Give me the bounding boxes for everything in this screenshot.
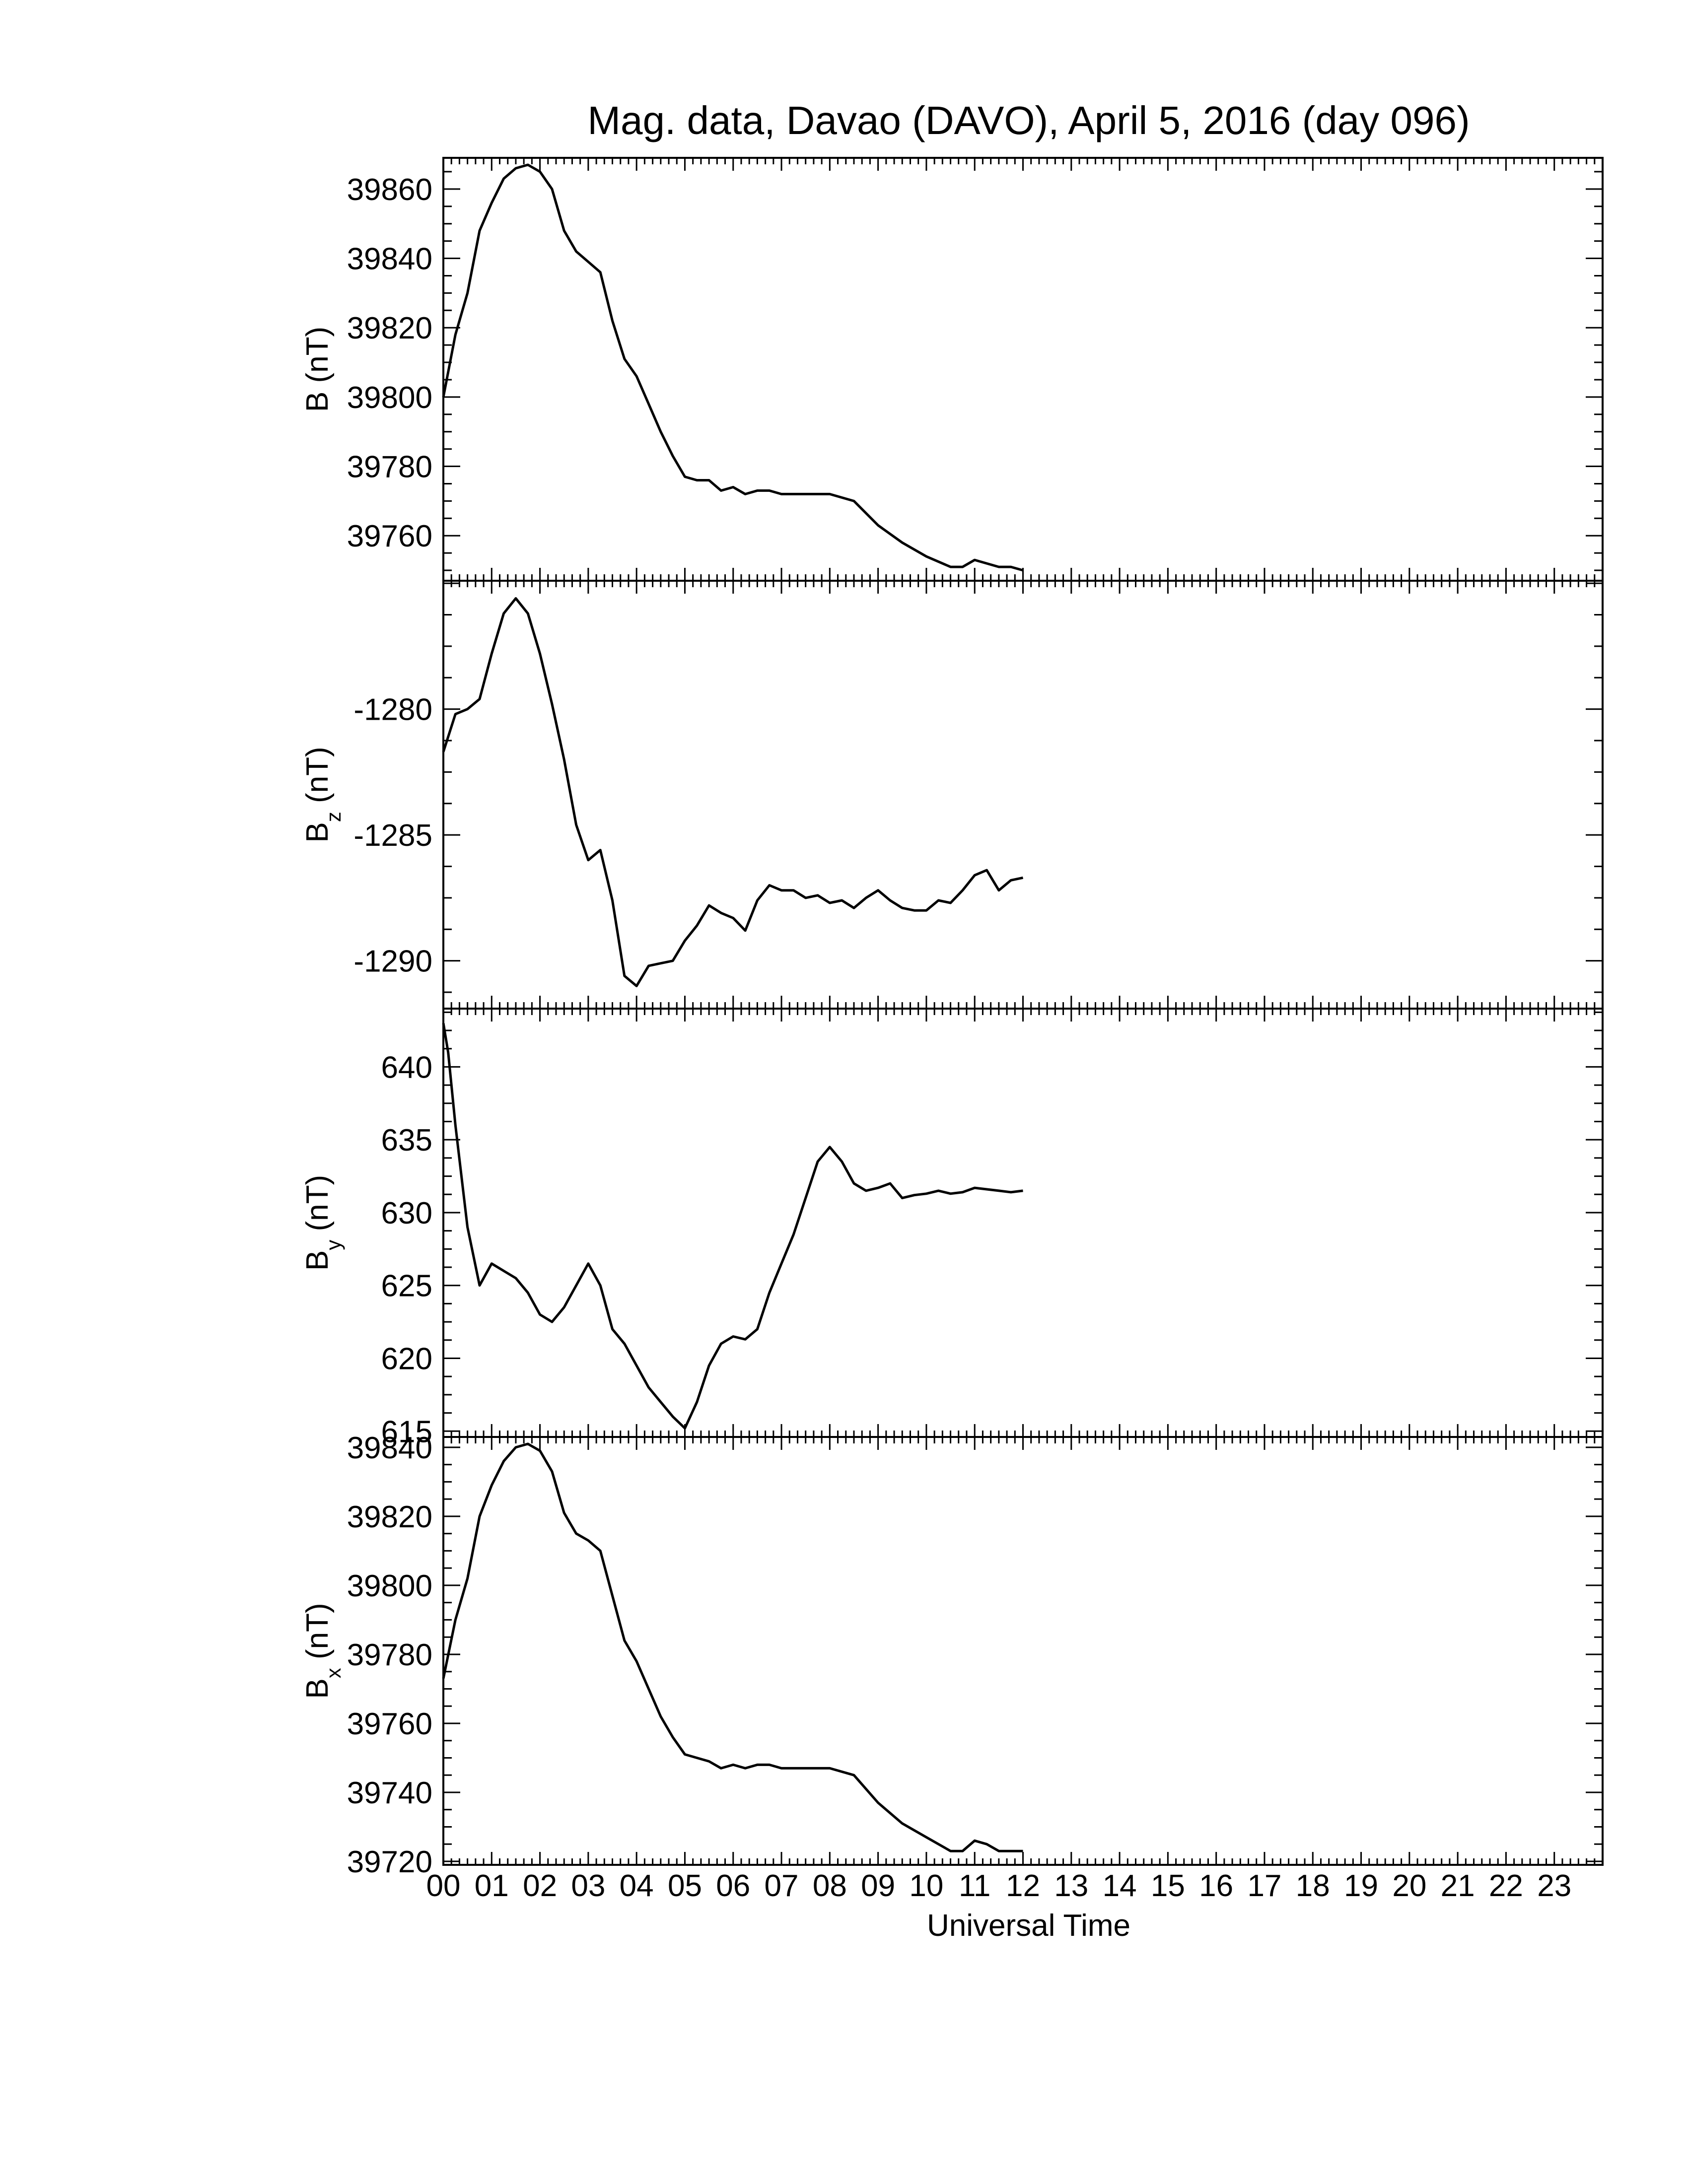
- panel-frame: [442, 580, 1604, 1010]
- x-tick-label: 09: [861, 1869, 895, 1903]
- x-tick-label: 01: [475, 1869, 509, 1903]
- x-tick-label: 07: [765, 1869, 799, 1903]
- x-tick-label: 16: [1199, 1869, 1233, 1903]
- x-tick-label: 12: [1006, 1869, 1040, 1903]
- y-tick-label: 39740: [347, 1776, 432, 1810]
- y-axis-label-subscript: z: [322, 812, 345, 822]
- x-tick-label: 13: [1054, 1869, 1088, 1903]
- x-tick-label: 05: [668, 1869, 702, 1903]
- y-tick-label: 39780: [347, 450, 432, 484]
- panel-2: -1280 -1285 -1290 Bz (nT): [300, 580, 1604, 1010]
- x-tick-label: 00: [426, 1869, 461, 1903]
- panel-3: 615 620 625 630 635 640 By (nT): [300, 1008, 1604, 1449]
- y-tick-label: 39800: [347, 1569, 432, 1603]
- y-axis-label-subscript: x: [322, 1668, 345, 1678]
- y-tick-label: 39780: [347, 1638, 432, 1672]
- panel-1: 39760 39780 39800 39820 39840 39860 B (nT): [300, 157, 1604, 582]
- series-line: [442, 597, 1024, 987]
- y-axis-label-subscript: y: [322, 1240, 345, 1250]
- y-tick-label: 640: [381, 1050, 432, 1085]
- chart-title: Mag. data, Davao (DAVO), April 5, 2016 (…: [587, 98, 1470, 142]
- x-tick-label: 19: [1344, 1869, 1378, 1903]
- x-tick-label: 23: [1537, 1869, 1571, 1903]
- x-tick-label: 18: [1296, 1869, 1330, 1903]
- x-tick-label: 02: [523, 1869, 557, 1903]
- y-axis-label-unit: (nT): [300, 747, 335, 812]
- x-tick-label: 17: [1247, 1869, 1281, 1903]
- y-tick-label: 39820: [347, 311, 432, 345]
- y-tick-label: 39760: [347, 1707, 432, 1741]
- x-tick-label: 21: [1441, 1869, 1475, 1903]
- panel-frame: [442, 1008, 1604, 1438]
- y-tick-label: 39720: [347, 1845, 432, 1879]
- x-tick-label: 15: [1151, 1869, 1185, 1903]
- y-tick-label: -1285: [353, 819, 432, 853]
- y-tick-label: 39860: [347, 173, 432, 207]
- x-axis-tick-labels: 00 01 02 03 04 05 06 07 08 09 10 11 12 13 14 15 16 17 18 19…: [426, 1869, 1572, 1903]
- y-axis-label: Bx (nT): [300, 1603, 345, 1699]
- panel-4: 39720 39740 39760 39780 39800 39820 39840 Bx (n…: [300, 1431, 1604, 1879]
- y-axis-label: Bz (nT): [300, 747, 345, 842]
- y-axis-label-unit: (nT): [300, 327, 335, 392]
- y-axis-label-main: B: [300, 1250, 335, 1271]
- y-tick-label: 615: [381, 1415, 432, 1449]
- y-tick-label: 620: [381, 1342, 432, 1376]
- panel-frame: [442, 1436, 1604, 1866]
- x-tick-label: 04: [620, 1869, 654, 1903]
- y-tick-label: 39760: [347, 519, 432, 553]
- x-tick-label: 22: [1489, 1869, 1523, 1903]
- y-tick-label: 39820: [347, 1500, 432, 1534]
- x-axis-label: Universal Time: [927, 1909, 1130, 1943]
- x-tick-label: 03: [571, 1869, 605, 1903]
- y-tick-label: -1290: [353, 945, 432, 979]
- y-tick-label: 39800: [347, 381, 432, 415]
- x-tick-label: 06: [716, 1869, 750, 1903]
- y-axis-label-main: B: [300, 392, 335, 412]
- panel-frame: [442, 157, 1604, 582]
- x-tick-label: 14: [1103, 1869, 1137, 1903]
- y-axis-label-main: B: [300, 1678, 335, 1699]
- y-tick-label: 630: [381, 1196, 432, 1230]
- y-tick-label: 39840: [347, 242, 432, 276]
- y-axis-label-main: B: [300, 822, 335, 842]
- y-tick-label: 635: [381, 1123, 432, 1158]
- series-line: [442, 1023, 1023, 1430]
- y-axis-label: By (nT): [300, 1175, 345, 1271]
- y-tick-label: 39840: [347, 1431, 432, 1465]
- y-axis-label-unit: (nT): [300, 1603, 335, 1668]
- x-tick-label: 11: [959, 1869, 990, 1903]
- series-line: [442, 163, 1024, 572]
- x-tick-label: 20: [1392, 1869, 1426, 1903]
- series-line: [442, 1442, 1023, 1852]
- y-axis-label-unit: (nT): [300, 1175, 335, 1240]
- y-axis-label: B (nT): [300, 327, 335, 412]
- y-tick-label: -1280: [353, 693, 432, 727]
- y-tick-label: 625: [381, 1269, 432, 1303]
- x-tick-label: 08: [813, 1869, 847, 1903]
- x-tick-label: 10: [909, 1869, 943, 1903]
